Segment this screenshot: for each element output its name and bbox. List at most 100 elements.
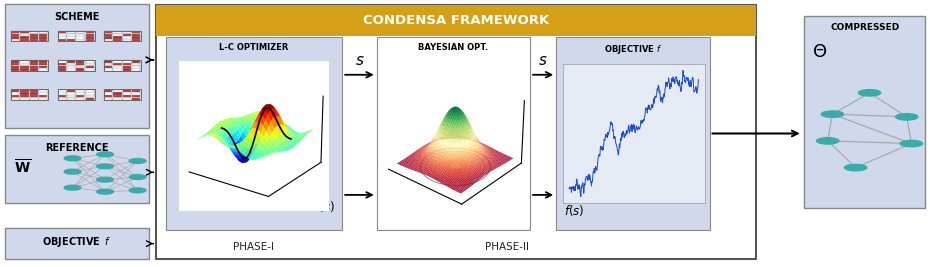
Circle shape: [97, 164, 113, 169]
Bar: [39, 68, 47, 71]
FancyBboxPatch shape: [556, 37, 710, 230]
Bar: [67, 66, 75, 68]
Bar: [132, 66, 140, 68]
Bar: [58, 34, 66, 36]
Bar: [76, 63, 85, 65]
Bar: [67, 90, 75, 92]
Bar: [132, 90, 140, 92]
Bar: [30, 60, 38, 63]
Bar: [123, 66, 131, 68]
Bar: [11, 31, 48, 41]
Bar: [132, 63, 140, 65]
Bar: [86, 95, 94, 97]
Bar: [11, 34, 20, 36]
Bar: [58, 89, 95, 100]
Bar: [104, 34, 113, 36]
Bar: [11, 90, 20, 92]
Bar: [113, 60, 122, 63]
Circle shape: [129, 159, 146, 163]
Bar: [20, 98, 29, 100]
Text: $A(s)$: $A(s)$: [310, 199, 335, 214]
Bar: [86, 92, 94, 95]
Circle shape: [97, 189, 113, 194]
Bar: [76, 66, 85, 68]
Bar: [58, 92, 66, 95]
Bar: [11, 95, 20, 97]
Bar: [20, 39, 29, 41]
Bar: [113, 66, 122, 68]
Bar: [113, 36, 122, 39]
Bar: [113, 34, 122, 36]
Bar: [30, 39, 38, 41]
Bar: [123, 31, 131, 33]
Bar: [11, 68, 20, 71]
Bar: [20, 31, 29, 33]
Bar: [20, 34, 29, 36]
Text: $s$: $s$: [538, 53, 548, 68]
Bar: [156, 5, 756, 36]
Bar: [11, 36, 20, 39]
Text: $f(s)$: $f(s)$: [564, 203, 584, 218]
Bar: [123, 92, 131, 95]
Bar: [76, 90, 85, 92]
Circle shape: [817, 138, 839, 144]
Bar: [104, 89, 141, 100]
Circle shape: [97, 177, 113, 182]
Bar: [39, 98, 47, 100]
Bar: [58, 31, 95, 41]
Bar: [113, 39, 122, 41]
Bar: [58, 68, 66, 71]
Bar: [67, 68, 75, 71]
Bar: [104, 63, 113, 65]
Bar: [86, 60, 94, 63]
Bar: [39, 95, 47, 97]
Bar: [30, 98, 38, 100]
Bar: [76, 98, 85, 100]
Bar: [104, 66, 113, 68]
Bar: [76, 31, 85, 33]
Bar: [39, 39, 47, 41]
Bar: [58, 39, 66, 41]
Bar: [58, 60, 66, 63]
Bar: [30, 66, 38, 68]
Bar: [39, 66, 47, 68]
Text: L-C OPTIMIZER: L-C OPTIMIZER: [219, 43, 288, 52]
Bar: [86, 90, 94, 92]
Text: COMPRESSED: COMPRESSED: [830, 23, 899, 32]
Bar: [30, 95, 38, 97]
FancyBboxPatch shape: [5, 135, 149, 203]
Bar: [67, 34, 75, 36]
Bar: [39, 36, 47, 39]
Bar: [30, 31, 38, 33]
Bar: [58, 95, 66, 97]
Bar: [132, 60, 140, 63]
Bar: [58, 66, 66, 68]
Bar: [123, 39, 131, 41]
FancyBboxPatch shape: [377, 37, 530, 230]
FancyBboxPatch shape: [804, 16, 925, 208]
Bar: [113, 90, 122, 92]
Bar: [20, 68, 29, 71]
Bar: [76, 34, 85, 36]
Bar: [113, 95, 122, 97]
Circle shape: [64, 185, 81, 190]
Bar: [39, 31, 47, 33]
Bar: [132, 95, 140, 97]
Circle shape: [64, 169, 81, 174]
Bar: [113, 63, 122, 65]
Bar: [20, 92, 29, 95]
Bar: [113, 68, 122, 71]
Text: OBJECTIVE $f$: OBJECTIVE $f$: [604, 43, 662, 56]
Bar: [30, 68, 38, 71]
Bar: [58, 60, 95, 71]
Bar: [104, 31, 141, 41]
Bar: [30, 92, 38, 95]
Bar: [132, 98, 140, 100]
Bar: [132, 68, 140, 71]
Bar: [76, 92, 85, 95]
Bar: [67, 95, 75, 97]
Text: PHASE-I: PHASE-I: [233, 242, 274, 252]
Bar: [39, 90, 47, 92]
Bar: [11, 63, 20, 65]
Text: REFERENCE: REFERENCE: [45, 143, 109, 153]
